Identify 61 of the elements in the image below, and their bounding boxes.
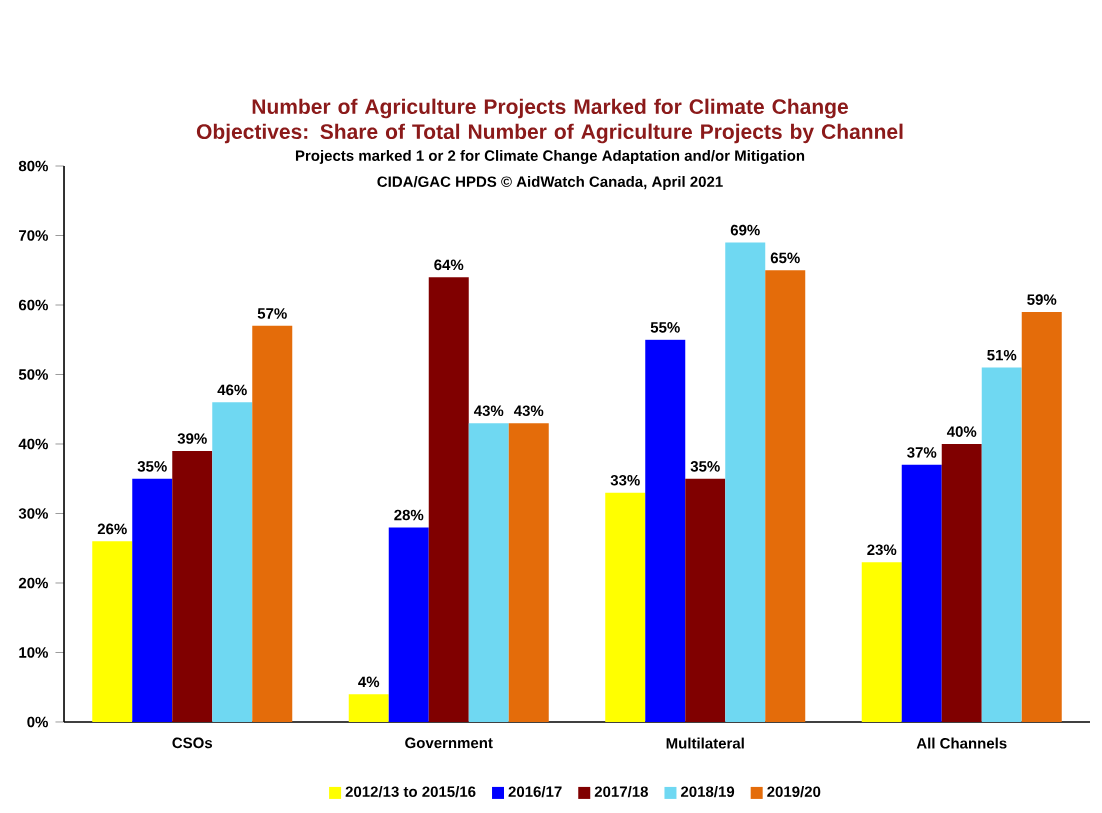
data-label: 64%: [434, 259, 464, 271]
bar: [725, 242, 766, 722]
data-label: 23%: [867, 544, 897, 556]
x-tick-label: Multilateral: [666, 737, 744, 749]
y-tick-label: 40%: [18, 438, 48, 450]
data-label: 55%: [650, 322, 680, 333]
bar: [765, 270, 806, 722]
data-label: 35%: [137, 461, 167, 472]
bar: [981, 367, 1022, 722]
y-tick-label: 0%: [27, 716, 48, 728]
chart-title: Number of Agriculture Projects Marked for Climate Change Objectives: Share of Total Number of Agriculture Projects by Channel: [196, 98, 903, 144]
legend-label: 2019/20: [767, 786, 821, 798]
bar: [252, 325, 293, 722]
data-label: 59%: [1027, 294, 1057, 305]
bar: [428, 277, 469, 722]
data-label: 33%: [610, 474, 640, 486]
bar: [212, 402, 253, 722]
legend-label: 2017/18: [594, 786, 648, 798]
y-tick-label: 70%: [19, 230, 48, 241]
data-label: 37%: [907, 447, 937, 458]
y-tick-label: 30%: [18, 508, 48, 519]
bar: [508, 423, 549, 722]
data-label: 35%: [690, 461, 720, 472]
legend-label: 2012/13 to 2015/16: [345, 786, 476, 798]
bar: [605, 492, 646, 722]
data-label: 4%: [358, 676, 380, 688]
bar: [348, 694, 389, 722]
x-tick-label: All Channels: [916, 737, 1007, 749]
data-label: 51%: [987, 349, 1017, 361]
x-tick-label: CSOs: [172, 737, 213, 749]
annotation: CIDA/GAC HPDS © AidWatch Canada, April 2021: [377, 176, 723, 190]
data-label: 57%: [257, 308, 287, 319]
y-tick-label: 10%: [19, 647, 48, 658]
bar: [132, 478, 173, 722]
bar: [92, 541, 133, 722]
y-tick-label: 50%: [18, 369, 48, 380]
y-tick-label: 60%: [18, 299, 48, 311]
data-label: 39%: [177, 433, 207, 444]
data-label: 69%: [730, 224, 760, 236]
data-label: 43%: [473, 405, 504, 417]
legend-label: 2016/17: [508, 786, 562, 798]
data-label: 26%: [97, 523, 127, 535]
x-tick-label: Government: [405, 737, 493, 749]
y-tick-label: 20%: [18, 577, 48, 589]
bar: [901, 464, 942, 722]
bar: [941, 444, 982, 722]
data-label: 65%: [770, 252, 800, 264]
chart-subtitle: Projects marked 1 or 2 for Climate Change Adaptation and/or Mitigation: [295, 149, 805, 164]
bar: [388, 527, 429, 722]
data-label: 43%: [513, 405, 544, 417]
data-label: 46%: [217, 384, 247, 396]
data-label: 40%: [946, 426, 977, 437]
bar: [861, 562, 902, 722]
bar: [685, 478, 726, 722]
data-label: 28%: [394, 509, 424, 521]
bar: [468, 423, 509, 722]
legend-label: 2018/19: [681, 786, 735, 798]
bar: [172, 450, 213, 722]
bar: [1021, 311, 1062, 722]
y-tick-label: 80%: [18, 160, 48, 172]
bar: [645, 339, 686, 722]
